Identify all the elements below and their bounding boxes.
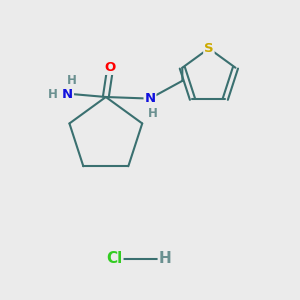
Text: Cl: Cl [106, 251, 123, 266]
Text: N: N [62, 88, 73, 100]
Text: H: H [67, 74, 77, 87]
Text: S: S [204, 42, 214, 55]
Text: O: O [105, 61, 116, 74]
Text: N: N [144, 92, 156, 105]
Text: H: H [48, 88, 58, 100]
Text: H: H [158, 251, 171, 266]
Text: H: H [148, 107, 158, 120]
